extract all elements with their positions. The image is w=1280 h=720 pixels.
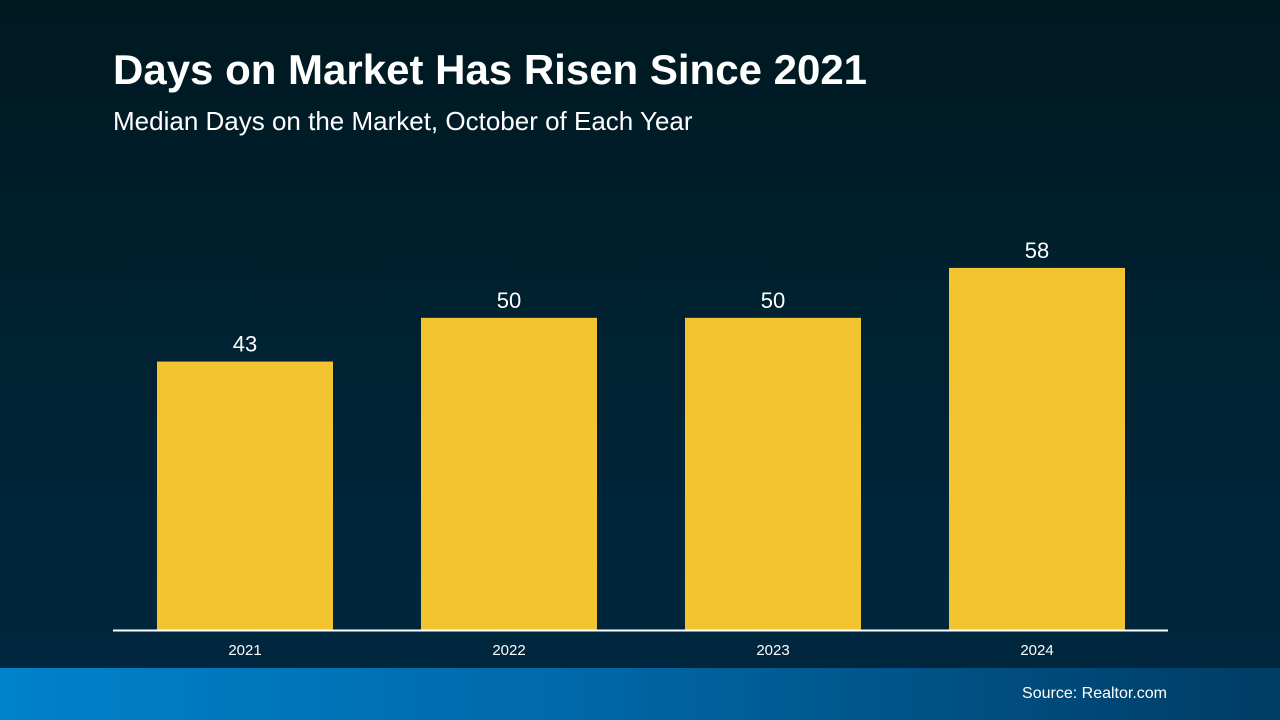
data-label: 58: [1025, 238, 1049, 263]
bar-chart: 43 2021 50 2022 50 2023 58 2024: [157, 238, 1125, 659]
chart-subtitle: Median Days on the Market, October of Ea…: [113, 106, 693, 136]
footer-band: Source: Realtor.com: [0, 668, 1280, 720]
chart-title: Days on Market Has Risen Since 2021: [113, 46, 868, 93]
x-tick-label: 2021: [228, 642, 261, 659]
bar-2023: [685, 317, 861, 630]
x-tick-label: 2024: [1020, 642, 1053, 659]
data-label: 43: [233, 332, 257, 357]
bar-2021: [157, 361, 333, 630]
bar-2024: [949, 267, 1125, 630]
x-tick-label: 2023: [756, 642, 789, 659]
data-label: 50: [761, 288, 785, 313]
bar-2022: [421, 317, 597, 630]
data-label: 50: [497, 288, 521, 313]
source-text: Source: Realtor.com: [1022, 685, 1167, 702]
x-tick-label: 2022: [492, 642, 525, 659]
